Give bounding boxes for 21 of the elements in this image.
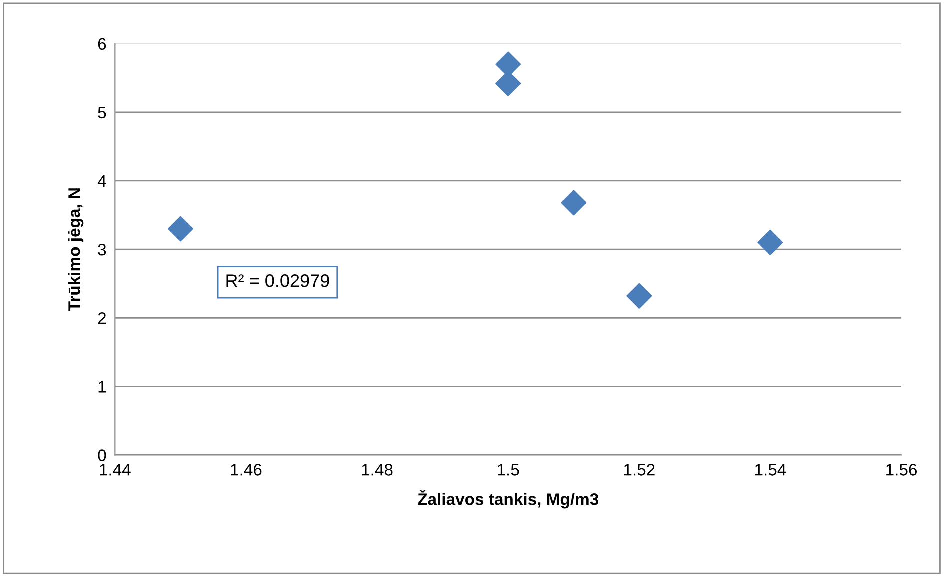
x-tick-label: 1.44	[100, 464, 131, 476]
x-tick-label: 1.5	[498, 464, 520, 476]
y-tick-label: 1	[98, 381, 106, 393]
x-tick-label: 1.54	[756, 464, 786, 476]
point	[626, 283, 652, 309]
point	[758, 230, 784, 256]
y-tick-label: 6	[98, 38, 106, 50]
x-tick-label: 1.56	[886, 464, 918, 476]
x-tick-label: 1.48	[362, 464, 393, 476]
x-axis-title: Žaliavos tankis, Mg/m3	[418, 490, 599, 509]
y-tick-label: 2	[98, 312, 106, 324]
point	[561, 190, 587, 216]
y-tick-label: 5	[98, 106, 106, 119]
x-tick-label: 1.52	[624, 464, 655, 476]
y-tick-label: 4	[98, 176, 106, 188]
y-axis-title: Trūkimo jėga, N	[68, 188, 84, 312]
y-tick-label: 3	[98, 244, 106, 256]
annotation: R² = 0.02979	[226, 274, 330, 288]
y-tick-label: 0	[98, 450, 106, 462]
point	[168, 216, 194, 242]
x-tick-label: 1.46	[231, 464, 262, 476]
